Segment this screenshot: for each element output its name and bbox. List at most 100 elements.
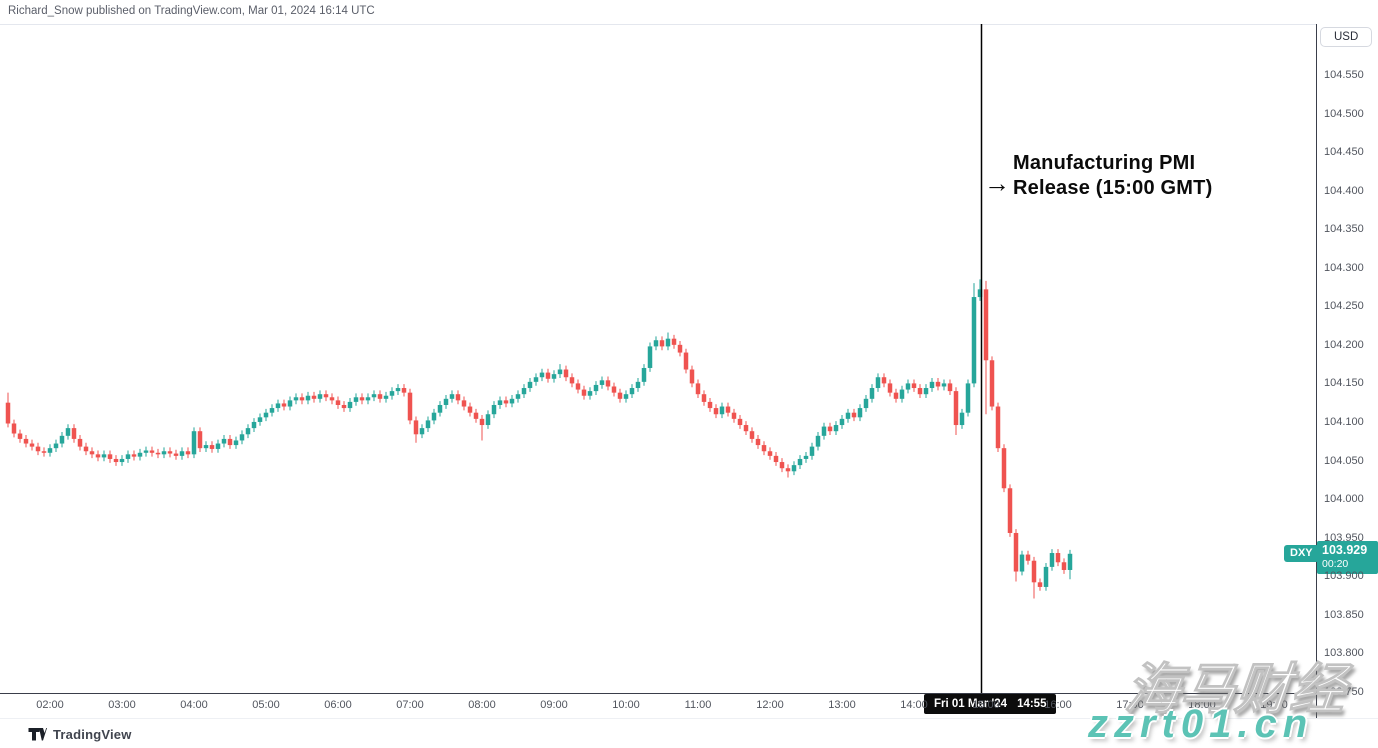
- candle: [269, 404, 275, 417]
- candle: [35, 442, 41, 456]
- candle: [971, 283, 977, 388]
- candle: [437, 401, 443, 417]
- candle: [785, 464, 791, 478]
- candle: [41, 447, 47, 457]
- candle: [731, 408, 737, 423]
- time-tick-label: 17:00: [1116, 699, 1144, 711]
- candle: [377, 390, 383, 403]
- candle: [929, 378, 935, 392]
- candle: [311, 391, 317, 403]
- time-tick-label: 12:00: [756, 699, 784, 711]
- candle: [149, 446, 155, 457]
- candle: [677, 340, 683, 357]
- candle: [401, 384, 407, 397]
- candle: [389, 387, 395, 400]
- candle: [803, 452, 809, 463]
- candle: [413, 416, 419, 443]
- candle: [941, 379, 947, 391]
- last-price-badge: 103.929 00:20: [1317, 540, 1378, 574]
- candle: [605, 376, 611, 391]
- candle: [1031, 556, 1037, 599]
- time-tick-label: 09:00: [540, 699, 568, 711]
- candle: [647, 342, 653, 372]
- candle: [353, 393, 359, 406]
- price-tick-label: 104.550: [1324, 69, 1364, 81]
- candle: [923, 384, 929, 399]
- time-tick-label: 04:00: [180, 699, 208, 711]
- candle: [59, 431, 65, 448]
- candle: [71, 424, 77, 443]
- time-tick-label: 08:00: [468, 699, 496, 711]
- candle: [215, 439, 221, 453]
- annotation-arrow-icon: →: [984, 168, 1010, 198]
- candle: [779, 458, 785, 473]
- candle: [821, 422, 827, 440]
- candle: [749, 427, 755, 443]
- candle: [1019, 550, 1025, 576]
- time-tick-label: 06:00: [324, 699, 352, 711]
- bar-countdown: 00:20: [1322, 557, 1349, 570]
- price-tick-label: 104.050: [1324, 454, 1364, 467]
- candle: [137, 448, 143, 461]
- price-tick-label: 104.150: [1324, 377, 1364, 390]
- candle: [161, 447, 167, 459]
- candle: [1055, 549, 1061, 567]
- candle: [53, 439, 59, 453]
- candle: [917, 384, 923, 399]
- candle: [293, 393, 299, 405]
- candle: [959, 408, 965, 429]
- candle: [359, 393, 365, 405]
- annotation-line1: Manufacturing PMI: [1013, 152, 1196, 174]
- time-tick-label: 18:00: [1188, 699, 1216, 711]
- candle: [323, 390, 329, 402]
- candle: [629, 384, 635, 399]
- candle: [887, 379, 893, 397]
- candle: [671, 334, 677, 349]
- candle: [593, 381, 599, 395]
- candle: [251, 418, 257, 432]
- candle: [935, 378, 941, 391]
- candle: [857, 404, 863, 422]
- candle: [653, 336, 659, 351]
- footer-bar: TradingView: [0, 718, 1378, 748]
- candle: [407, 388, 413, 425]
- candle: [833, 421, 839, 436]
- candle: [665, 332, 671, 351]
- price-tick-label: 104.300: [1324, 261, 1364, 274]
- candle: [695, 379, 701, 399]
- tradingview-brand[interactable]: TradingView: [53, 726, 132, 742]
- price-tick-label: 104.100: [1324, 415, 1364, 428]
- candle: [1025, 550, 1031, 565]
- candle: [515, 390, 521, 403]
- candle: [953, 387, 959, 436]
- currency-button[interactable]: USD: [1320, 27, 1373, 47]
- candle: [491, 401, 497, 419]
- candle: [191, 427, 197, 459]
- candle: [209, 441, 215, 453]
- price-tick-label: 104.250: [1324, 300, 1364, 313]
- candle: [29, 439, 35, 451]
- candle: [545, 368, 551, 383]
- price-axis-border: [1316, 24, 1317, 718]
- candle: [1037, 578, 1043, 591]
- time-tick-label: 15:00: [972, 699, 1000, 711]
- tradingview-logo-icon[interactable]: [28, 727, 47, 742]
- price-tick-label: 104.400: [1324, 184, 1364, 197]
- candle: [287, 396, 293, 411]
- candle: [599, 376, 605, 389]
- candle: [791, 461, 797, 476]
- price-tick-label: 103.850: [1324, 608, 1364, 621]
- candle: [977, 279, 983, 301]
- candle: [341, 401, 347, 412]
- price-tick-label: 103.900: [1324, 570, 1364, 583]
- candle: [119, 455, 125, 466]
- candle: [869, 384, 875, 403]
- candle: [743, 421, 749, 436]
- candle: [719, 402, 725, 419]
- price-tick-label: 104.000: [1324, 493, 1364, 506]
- candle: [851, 408, 857, 422]
- symbol-chip[interactable]: DXY: [1284, 544, 1319, 562]
- candle: [767, 447, 773, 460]
- candle: [773, 452, 779, 466]
